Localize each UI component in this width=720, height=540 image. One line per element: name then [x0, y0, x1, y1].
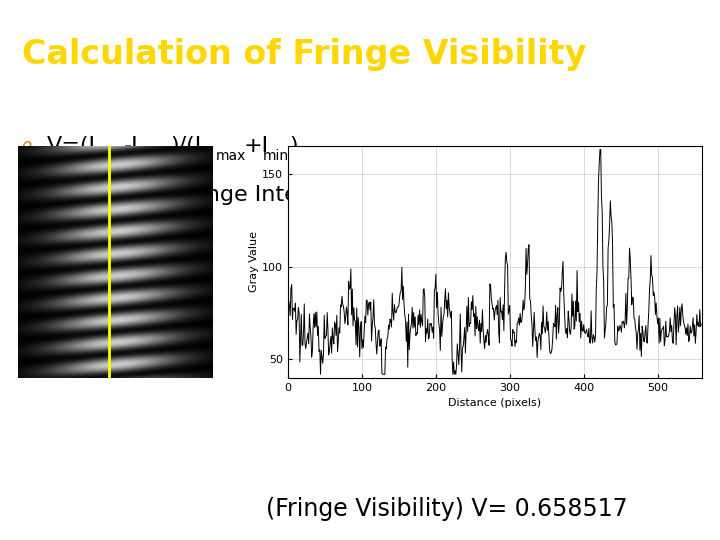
Text: ): )	[289, 136, 298, 156]
Y-axis label: Gray Value: Gray Value	[249, 232, 259, 292]
Text: o: o	[22, 137, 32, 155]
Text: o: o	[22, 186, 32, 204]
Text: -I: -I	[124, 136, 138, 156]
Text: (Fringe Visibility) V= 0.658517: (Fringe Visibility) V= 0.658517	[266, 497, 627, 521]
Text: +I: +I	[243, 136, 269, 156]
Text: Calculation of Fringe Visibility: Calculation of Fringe Visibility	[22, 38, 586, 71]
Text: V=(I: V=(I	[47, 136, 96, 156]
Text: Example of Fringe Intensity Pattern:: Example of Fringe Intensity Pattern:	[47, 185, 446, 205]
Text: max: max	[96, 148, 126, 163]
Text: min: min	[263, 148, 289, 163]
Text: )/(I: )/(I	[171, 136, 202, 156]
Text: max: max	[215, 148, 246, 163]
X-axis label: Distance (pixels): Distance (pixels)	[449, 399, 541, 408]
Text: min: min	[143, 148, 169, 163]
